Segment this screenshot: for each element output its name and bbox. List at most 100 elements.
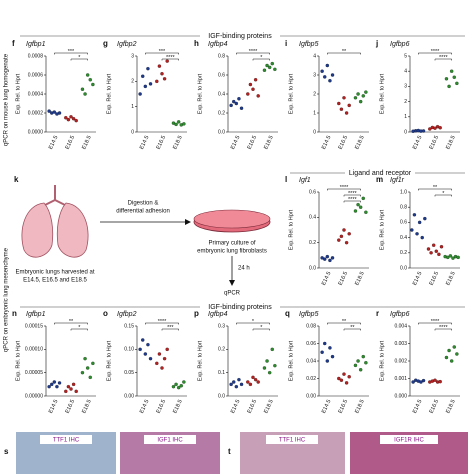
data-point bbox=[415, 232, 419, 236]
y-tick-label: 2 bbox=[404, 99, 407, 105]
ihc-label-box bbox=[266, 435, 318, 444]
data-point bbox=[347, 232, 351, 236]
data-point bbox=[361, 196, 365, 201]
significance-label: ** bbox=[433, 185, 438, 191]
data-point bbox=[447, 84, 451, 89]
data-point bbox=[55, 384, 59, 389]
y-tick-label: 0.00015 bbox=[25, 323, 43, 329]
data-point bbox=[358, 205, 363, 209]
data-point bbox=[412, 213, 417, 217]
significance-label: **** bbox=[340, 185, 349, 191]
data-point bbox=[417, 220, 422, 225]
x-tick-label: E16.5 bbox=[338, 271, 350, 287]
arrowhead bbox=[229, 280, 235, 286]
y-tick-label: 0.2 bbox=[218, 110, 225, 116]
arrowhead bbox=[185, 219, 191, 225]
data-point bbox=[71, 116, 76, 121]
significance-label: **** bbox=[348, 191, 357, 197]
y-tick-label: 0.000 bbox=[394, 393, 407, 399]
assay-label: qPCR bbox=[224, 291, 241, 297]
data-point bbox=[330, 73, 335, 77]
y-tick-label: 0.04 bbox=[306, 358, 316, 364]
significance-bracket bbox=[327, 52, 361, 55]
y-tick-label: 0.0004 bbox=[28, 91, 44, 97]
significance-bracket bbox=[236, 52, 270, 55]
y-tick-label: 0.00000 bbox=[25, 393, 43, 399]
x-tick-label: E14.5 bbox=[230, 135, 242, 151]
data-point bbox=[419, 380, 423, 384]
gene-name: Igfbp5 bbox=[299, 41, 319, 48]
y-axis-label: Exp. Rel. to Hprt bbox=[106, 340, 112, 381]
x-tick-label: E18.5 bbox=[263, 399, 275, 415]
section-title: Ligand and receptor bbox=[349, 170, 412, 177]
data-point bbox=[267, 65, 272, 70]
y-tick-label: 0.10 bbox=[124, 347, 134, 353]
data-point bbox=[356, 359, 360, 363]
data-point bbox=[237, 377, 241, 382]
y-tick-label: 4 bbox=[404, 69, 407, 75]
significance-bracket bbox=[343, 194, 361, 197]
significance-label: * bbox=[78, 325, 81, 331]
data-point bbox=[88, 78, 92, 82]
panel-letter: q bbox=[285, 309, 290, 318]
data-point bbox=[66, 384, 71, 389]
data-point bbox=[456, 255, 460, 260]
panel-letter: o bbox=[103, 309, 108, 318]
data-point bbox=[162, 356, 167, 361]
panel-letter: h bbox=[194, 39, 199, 48]
x-tick-label: E18.5 bbox=[445, 271, 457, 287]
y-axis-label: Exp. Rel. to Hprt bbox=[15, 73, 21, 114]
y-axis-label: Exp. Rel. to Hprt bbox=[288, 209, 294, 250]
y-tick-label: 0.00 bbox=[124, 393, 134, 399]
data-point bbox=[438, 379, 442, 384]
x-tick-label: E18.5 bbox=[263, 135, 275, 151]
side-label: qPCR on embryonic lung mesenchyme bbox=[4, 247, 10, 352]
panel-letter: m bbox=[376, 175, 383, 184]
data-point bbox=[74, 389, 78, 394]
ihc-label-box bbox=[144, 435, 196, 444]
data-point bbox=[155, 79, 159, 84]
data-point bbox=[256, 94, 260, 98]
y-tick-label: 1 bbox=[404, 114, 407, 120]
x-tick-label: E16.5 bbox=[156, 135, 168, 151]
x-tick-label: E16.5 bbox=[338, 399, 350, 415]
data-point bbox=[165, 59, 169, 63]
data-point bbox=[358, 368, 363, 372]
panel-letter: k bbox=[14, 175, 19, 184]
step-label: Digestion & bbox=[128, 201, 159, 207]
significance-label: *** bbox=[68, 49, 75, 55]
data-point bbox=[358, 99, 363, 104]
data-point bbox=[449, 359, 454, 363]
significance-bracket bbox=[70, 328, 88, 331]
y-tick-label: 1.0 bbox=[400, 189, 407, 195]
x-tick-label: E14.5 bbox=[412, 271, 424, 287]
data-point bbox=[85, 366, 90, 370]
data-point bbox=[71, 382, 76, 387]
significance-bracket bbox=[418, 52, 452, 55]
data-point bbox=[410, 228, 414, 232]
x-tick-label: E18.5 bbox=[172, 399, 184, 415]
panel-letter: f bbox=[12, 39, 15, 48]
y-tick-label: 2 bbox=[313, 91, 316, 97]
data-point bbox=[64, 116, 68, 120]
x-tick-label: E18.5 bbox=[354, 271, 366, 287]
y-tick-label: 0.6 bbox=[309, 189, 316, 195]
significance-label: ** bbox=[69, 319, 74, 325]
data-point bbox=[426, 247, 431, 251]
side-label: qPCR on mouse lung homogenate bbox=[4, 53, 10, 146]
significance-bracket bbox=[161, 58, 179, 61]
gene-name: Igfbp4 bbox=[208, 41, 228, 48]
x-tick-label: E16.5 bbox=[429, 271, 441, 287]
culture-dish-top bbox=[193, 209, 271, 229]
significance-label: **** bbox=[431, 319, 440, 325]
x-tick-label: E18.5 bbox=[445, 135, 457, 151]
y-tick-label: 1 bbox=[131, 104, 134, 110]
data-point bbox=[320, 69, 324, 73]
data-point bbox=[234, 384, 239, 389]
ihc-label-box bbox=[380, 435, 438, 444]
gene-name: Igfbp2 bbox=[117, 41, 137, 48]
data-point bbox=[232, 380, 236, 384]
gene-name: Igfbp1 bbox=[26, 311, 46, 318]
data-point bbox=[364, 210, 368, 214]
data-point bbox=[47, 109, 51, 113]
